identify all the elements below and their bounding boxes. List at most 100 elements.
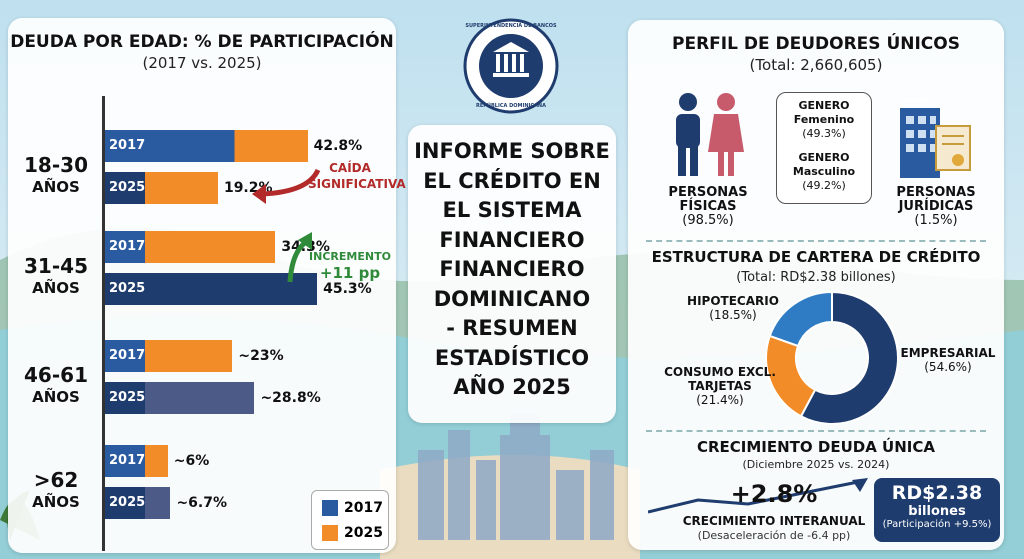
bar-2017	[145, 340, 233, 372]
gender-male: GENERO Masculino (49.2%)	[777, 151, 871, 193]
bar-year-label: 2025	[105, 487, 145, 519]
report-title-line: FINANCIERO	[439, 227, 585, 252]
age-debt-panel: DEUDA POR EDAD: % DE PARTICIPACIÓN (2017…	[8, 18, 406, 553]
personas-fisicas-pct: (98.5%)	[682, 213, 734, 228]
age-group-unit: AÑOS	[32, 178, 80, 196]
bar-year-label: 2025	[105, 273, 145, 305]
personas-juridicas-line1: PERSONAS	[896, 185, 976, 200]
age-debt-title: DEUDA POR EDAD: % DE PARTICIPACIÓN	[10, 32, 394, 52]
hipotecario-title: HIPOTECARIO	[687, 294, 779, 308]
age-group-label: >62 AÑOS	[16, 469, 96, 513]
age-group-label: 18-30 AÑOS	[16, 154, 96, 198]
crecimiento-note: (Desaceleración de -6.4 pp)	[697, 529, 851, 542]
hipotecario-label: HIPOTECARIO (18.5%)	[678, 294, 788, 322]
drop-annotation: CAÍDA SIGNIFICATIVA	[308, 160, 406, 192]
bar-2017	[145, 445, 168, 477]
debtors-panel: PERFIL DE DEUDORES ÚNICOS (Total: 2,660,…	[628, 20, 1004, 550]
profile-total: (Total: 2,660,605)	[749, 56, 883, 74]
age-group-unit: AÑOS	[32, 388, 80, 406]
bar-year-label: 2017	[105, 340, 145, 372]
total-box-note: (Participación +9.5%)	[882, 519, 992, 530]
bar-value-label: ~28.8%	[260, 390, 321, 406]
bar-value-label: ~6%	[173, 453, 210, 469]
growth-trend-arrow-icon	[648, 478, 868, 514]
report-title-panel: INFORME SOBRE EL CRÉDITO EN EL SISTEMA F…	[408, 125, 616, 423]
bar-year-label: 2025	[105, 382, 145, 414]
cartera-total: (Total: RD$2.38 billones)	[736, 270, 896, 285]
legend-item-2025: 2025	[322, 524, 383, 544]
crecimiento-title: CRECIMIENTO DEUDA ÚNICA	[696, 438, 935, 456]
company-building-icon	[900, 108, 971, 178]
consumo-pct: (21.4%)	[696, 393, 744, 407]
gender-female-pct: (49.3%)	[802, 127, 846, 140]
bar-2017	[145, 231, 276, 263]
gender-callout: GENERO Femenino (49.3%) GENERO Masculino…	[776, 92, 872, 204]
crecimiento-value: +2.8%	[730, 480, 818, 508]
increase-annotation: INCREMENTO +11 pp	[308, 250, 392, 282]
empresarial-label: EMPRESARIAL (54.6%)	[898, 346, 998, 374]
bar-value-label: 45.3%	[323, 281, 372, 297]
bar-year-label: 2017	[105, 231, 145, 263]
gender-male-pct: (49.2%)	[802, 179, 846, 192]
age-group-unit: AÑOS	[32, 279, 80, 297]
legend-swatch-2025	[322, 525, 338, 541]
legend-item-2017: 2017	[322, 499, 383, 519]
cartera-title: ESTRUCTURA DE CARTERA DE CRÉDITO	[651, 248, 981, 266]
bar-value-label: ~23%	[238, 348, 284, 364]
gender-female-line1: GENERO	[798, 99, 850, 112]
age-group-unit: AÑOS	[32, 493, 80, 511]
chart-legend: 2017 2025	[311, 490, 389, 550]
age-group-label: 31-45 AÑOS	[16, 255, 96, 299]
increase-annotation-line1: INCREMENTO	[309, 250, 391, 263]
consumo-label: CONSUMO EXCL. TARJETAS (21.4%)	[658, 365, 782, 407]
consumo-line2: TARJETAS	[688, 379, 752, 393]
report-title-line: AÑO 2025	[453, 375, 571, 399]
total-box: RD$2.38 billones (Participación +9.5%)	[874, 478, 1000, 542]
bar-year-label: 2025	[105, 172, 145, 204]
report-title-line: FINANCIERO	[439, 257, 585, 281]
donut-slice-empresarial	[799, 290, 899, 425]
drop-annotation-line2: SIGNIFICATIVA	[308, 177, 406, 191]
bar-value-label: 34.3%	[281, 239, 330, 255]
gender-male-line1: GENERO	[798, 151, 850, 164]
crecimiento-label: CRECIMIENTO INTERANUAL	[682, 514, 866, 528]
bar-2017	[145, 130, 308, 162]
age-debt-subtitle: (2017 vs. 2025)	[142, 54, 262, 72]
bar-value-label: 42.8%	[313, 138, 363, 154]
superintendencia-emblem: SUPERINTENDENCIA DE BANCOS REPÚBLICA DOM…	[463, 18, 559, 114]
persons-icon	[676, 93, 744, 176]
drop-arrow-icon	[252, 168, 321, 204]
report-title-line: DOMINICANO	[433, 286, 591, 311]
bar-2025	[145, 172, 218, 204]
bar-axis-line	[102, 96, 105, 551]
profile-title: PERFIL DE DEUDORES ÚNICOS	[672, 34, 960, 54]
legend-label-2017: 2017	[344, 500, 383, 516]
personas-fisicas-line2: FÍSICAS	[679, 199, 737, 214]
empresarial-title: EMPRESARIAL	[900, 346, 996, 360]
report-title: INFORME SOBRE EL CRÉDITO EN EL SISTEMA F…	[408, 137, 616, 403]
personas-fisicas-line1: PERSONAS	[668, 185, 748, 200]
personas-juridicas-line2: JURÍDICAS	[898, 199, 974, 214]
emblem-top-text: SUPERINTENDENCIA DE BANCOS	[465, 23, 557, 29]
emblem-seal	[463, 18, 559, 114]
report-title-line: EL SISTEMA	[442, 198, 582, 222]
gender-female-line2: Femenino	[793, 113, 855, 126]
personas-fisicas-label: PERSONAS FÍSICAS (98.5%)	[658, 186, 758, 228]
gender-female: GENERO Femenino (49.3%)	[777, 99, 871, 141]
personas-juridicas-pct: (1.5%)	[914, 213, 958, 228]
legend-label-2025: 2025	[344, 525, 383, 541]
total-box-value: RD$2.38	[891, 482, 983, 504]
gender-male-line2: Masculino	[792, 165, 856, 178]
section-divider	[646, 430, 986, 432]
consumo-line1: CONSUMO EXCL.	[664, 365, 776, 379]
bar-year-label: 2017	[105, 130, 145, 162]
hipotecario-pct: (18.5%)	[709, 308, 757, 322]
company-label: COMPANY	[900, 97, 934, 104]
emblem-bottom-text: REPÚBLICA DOMINICANA	[475, 103, 546, 109]
empresarial-pct: (54.6%)	[924, 360, 972, 374]
increase-annotation-line2: +11 pp	[319, 264, 381, 282]
personas-juridicas-label: PERSONAS JURÍDICAS (1.5%)	[886, 186, 986, 228]
age-group-label: 46-61 AÑOS	[16, 364, 96, 408]
section-divider	[646, 240, 986, 242]
bar-2025	[145, 487, 171, 519]
